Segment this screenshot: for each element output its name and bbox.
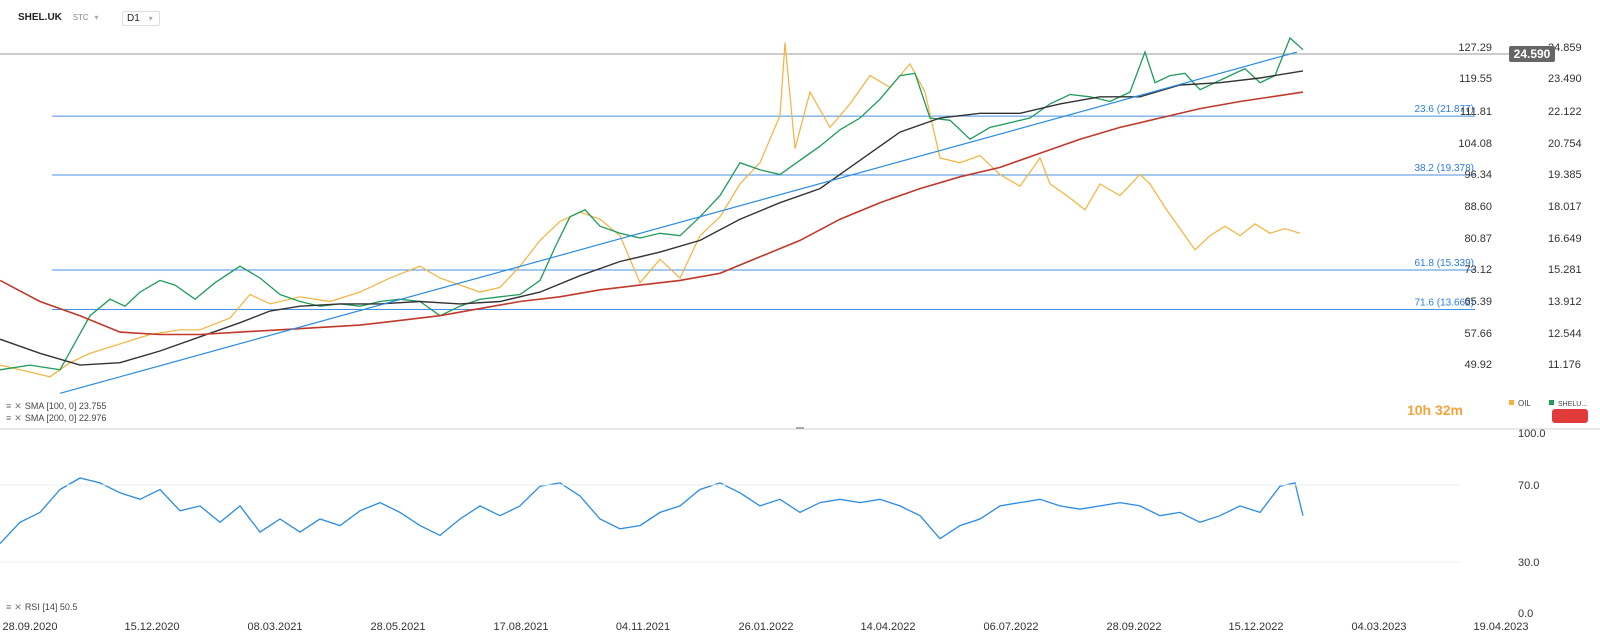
shel-legend-swatch [1549,400,1554,405]
fib-label-716: 71.6 (13.662) [1415,297,1475,308]
ytick-right: 13.912 [1548,296,1582,308]
oil-legend-label[interactable]: OIL [1518,399,1531,408]
ytick-left: 57.66 [1464,328,1492,340]
settings-icon[interactable]: ≡ [6,401,12,411]
ytick-left: 111.81 [1460,106,1492,118]
xtick: 28.05.2021 [370,621,425,633]
settings-icon[interactable]: ≡ [6,602,12,612]
symbol-header[interactable]: SHEL.UK STC ▾ [18,12,98,23]
ytick-right: 22.122 [1548,106,1582,118]
current-price-tag [1509,46,1555,62]
close-icon[interactable]: ✕ [14,602,22,612]
xtick: 04.11.2021 [616,621,670,633]
ytick-right: 19.385 [1548,169,1582,181]
ytick-left: 80.87 [1464,233,1492,245]
xtick: 28.09.2020 [2,621,57,633]
ytick-right: 12.544 [1548,328,1582,340]
close-icon[interactable]: ✕ [14,401,22,411]
rsi-tick: 0.0 [1518,608,1533,620]
xtick: 15.12.2022 [1228,621,1283,633]
oil-line [0,42,1301,378]
xtick: 14.04.2022 [860,621,915,633]
ytick-right: 23.490 [1548,73,1582,85]
ytick-left: 73.12 [1464,264,1492,276]
ytick-left: 96.34 [1464,169,1492,181]
xtick: 17.08.2021 [493,621,548,633]
rsi-tick: 100.0 [1518,428,1546,440]
symbol-name: SHEL.UK [18,12,62,23]
ytick-left: 49.92 [1464,359,1492,371]
y-axis-right: 24.859 23.490 22.122 20.754 19.385 18.01… [1548,42,1582,371]
countdown-timer: 10h 32m [1407,402,1463,418]
x-axis: 28.09.2020 15.12.2020 08.03.2021 28.05.2… [2,621,1528,633]
ytick-left: 119.55 [1459,73,1492,85]
sma100-indicator[interactable]: ≡ ✕ SMA [100, 0] 23.755 [6,401,106,412]
ytick-right: 16.649 [1548,233,1582,245]
sma100-line [0,70,1304,366]
shel-line [0,36,1304,371]
ytick-left: 127.29 [1458,42,1492,54]
ytick-right: 15.281 [1548,264,1582,276]
rsi-indicator[interactable]: ≡ ✕ RSI [14] 50.5 [6,602,77,613]
xtick: 15.12.2020 [124,621,179,633]
close-icon[interactable]: ✕ [14,413,22,423]
rsi-tick: 70.0 [1518,480,1539,492]
sma200-line [0,91,1304,336]
rsi-tick: 30.0 [1518,557,1539,569]
symbol-sub: STC [72,13,89,22]
alert-button[interactable] [1552,409,1588,423]
oil-series [0,42,1301,378]
trendline[interactable] [59,51,1298,394]
interval-select[interactable]: D1 ▾ [122,11,160,26]
fib-label-236: 23.6 (21.877) [1415,104,1475,115]
xtick: 28.09.2022 [1106,621,1161,633]
ytick-right: 20.754 [1548,138,1582,150]
rsi-axis: 100.0 70.0 30.0 0.0 [0,428,1546,620]
xtick: 04.03.2023 [1351,621,1406,633]
fib-label-382: 38.2 (19.378) [1415,163,1475,174]
sma100-label: SMA [100, 0] 23.755 [24,401,107,411]
ytick-left: 104.08 [1458,138,1492,150]
xtick: 06.07.2022 [983,621,1038,633]
fib-label-618: 61.8 (15.339) [1415,258,1475,269]
shel-series [0,36,1304,371]
ytick-left: 65.39 [1464,296,1492,308]
chevron-down-icon[interactable]: ▾ [94,13,99,22]
y-axis-left: 127.29 119.55 111.81 104.08 96.34 88.60 … [1458,42,1492,371]
settings-icon[interactable]: ≡ [6,413,12,423]
chevron-down-icon: ▾ [148,14,153,23]
fib-levels[interactable]: 23.6 (21.877) 38.2 (19.378) 61.8 (15.339… [52,104,1475,310]
ytick-right: 18.017 [1548,201,1582,213]
ytick-left: 88.60 [1464,201,1492,213]
xtick: 26.01.2022 [738,621,793,633]
panel-resize-handle[interactable] [796,427,804,429]
ytick-right: 11.176 [1548,359,1581,371]
ytick-right: 24.859 [1548,42,1582,54]
xtick: 08.03.2021 [247,621,302,633]
rsi-line [0,477,1304,545]
rsi-label: RSI [14] 50.5 [24,602,78,612]
oil-legend-swatch [1509,400,1514,405]
shel-legend-label[interactable]: SHELU... [1558,401,1587,408]
current-price-label: 24.590 [1514,47,1551,61]
xtick: 19.04.2023 [1473,621,1528,633]
sma200-indicator[interactable]: ≡ ✕ SMA [200, 0] 22.976 [6,413,106,424]
sma200-label: SMA [200, 0] 22.976 [24,413,107,423]
interval-value: D1 [127,13,140,24]
